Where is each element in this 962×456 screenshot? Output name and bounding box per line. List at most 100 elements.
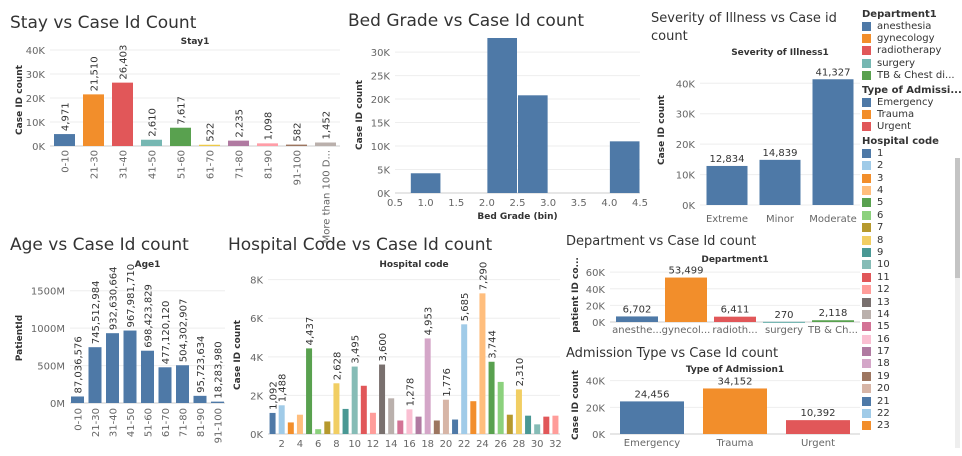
bar-hospital[interactable] bbox=[552, 415, 559, 434]
bar-age[interactable] bbox=[193, 395, 207, 403]
legend-item[interactable]: 18 bbox=[862, 358, 962, 370]
bar-bed[interactable] bbox=[518, 95, 548, 193]
bar-hospital[interactable] bbox=[424, 338, 431, 434]
bar-hospital[interactable] bbox=[278, 405, 285, 434]
bar-age[interactable] bbox=[71, 396, 84, 403]
bar-age[interactable] bbox=[88, 347, 102, 403]
legend-item[interactable]: 1 bbox=[862, 147, 962, 159]
bar-admission[interactable] bbox=[786, 420, 850, 434]
bar-stay[interactable] bbox=[286, 144, 307, 146]
legend-item[interactable]: 5 bbox=[862, 197, 962, 209]
bar-hospital[interactable] bbox=[351, 366, 358, 434]
legend-item[interactable]: 2 bbox=[862, 160, 962, 172]
legend-scrollbar[interactable] bbox=[955, 158, 960, 448]
bar-admission[interactable] bbox=[620, 401, 684, 434]
legend-item[interactable]: Urgent bbox=[862, 121, 962, 133]
legend-item[interactable]: 19 bbox=[862, 370, 962, 382]
bar-hospital[interactable] bbox=[479, 293, 486, 434]
legend-item-label: 3 bbox=[877, 172, 884, 184]
bar-age[interactable] bbox=[123, 330, 137, 403]
legend-item[interactable]: 7 bbox=[862, 221, 962, 233]
legend-item[interactable]: TB & Chest di... bbox=[862, 70, 962, 82]
bar-age[interactable] bbox=[106, 333, 119, 403]
bar-hospital[interactable] bbox=[433, 420, 440, 434]
bar-age[interactable] bbox=[211, 401, 224, 403]
bar-department[interactable] bbox=[616, 316, 658, 322]
bar-stay[interactable] bbox=[112, 82, 133, 146]
bar-hospital[interactable] bbox=[470, 401, 477, 434]
bar-department[interactable] bbox=[812, 320, 854, 322]
bar-hospital[interactable] bbox=[315, 429, 322, 434]
bar-hospital[interactable] bbox=[406, 409, 413, 434]
legend-item[interactable]: 12 bbox=[862, 283, 962, 295]
bar-hospital[interactable] bbox=[379, 364, 386, 434]
legend-item[interactable]: Emergency bbox=[862, 96, 962, 108]
legend-item[interactable]: anesthesia bbox=[862, 20, 962, 32]
bar-stay[interactable] bbox=[257, 143, 278, 146]
bar-hospital[interactable] bbox=[342, 408, 349, 434]
bar-hospital[interactable] bbox=[269, 412, 276, 434]
legend-item[interactable]: 17 bbox=[862, 345, 962, 357]
bar-stay[interactable] bbox=[228, 140, 249, 146]
bar-admission[interactable] bbox=[703, 388, 767, 434]
bar-hospital[interactable] bbox=[452, 419, 459, 434]
legend-item[interactable]: 3 bbox=[862, 172, 962, 184]
bar-hospital[interactable] bbox=[324, 421, 331, 434]
legend-item[interactable]: 6 bbox=[862, 209, 962, 221]
bar-hospital[interactable] bbox=[515, 389, 522, 434]
bar-hospital[interactable] bbox=[369, 412, 376, 434]
bar-hospital[interactable] bbox=[442, 399, 449, 434]
legend-item[interactable]: 15 bbox=[862, 321, 962, 333]
bar-department[interactable] bbox=[665, 277, 707, 322]
bar-hospital[interactable] bbox=[534, 424, 541, 434]
bar-hospital[interactable] bbox=[506, 414, 513, 434]
legend-item[interactable]: 21 bbox=[862, 395, 962, 407]
bar-age[interactable] bbox=[176, 365, 189, 403]
bar-hospital[interactable] bbox=[287, 422, 294, 434]
bar-hospital[interactable] bbox=[461, 324, 468, 434]
bar-hospital[interactable] bbox=[296, 414, 303, 434]
legend-item[interactable]: 4 bbox=[862, 184, 962, 196]
bar-stay[interactable] bbox=[170, 127, 191, 146]
bar-hospital[interactable] bbox=[415, 416, 422, 434]
bar-stay[interactable] bbox=[199, 144, 220, 146]
legend-item[interactable]: gynecology bbox=[862, 32, 962, 44]
bar-hospital[interactable] bbox=[488, 361, 495, 434]
legend-item[interactable]: 22 bbox=[862, 407, 962, 419]
bar-stay[interactable] bbox=[54, 134, 75, 146]
legend-item[interactable]: 23 bbox=[862, 420, 962, 432]
legend-item[interactable]: 13 bbox=[862, 296, 962, 308]
bar-age[interactable] bbox=[141, 350, 154, 403]
bar-hospital[interactable] bbox=[388, 398, 395, 434]
bar-bed[interactable] bbox=[609, 141, 640, 193]
legend-item[interactable]: 14 bbox=[862, 308, 962, 320]
bar-bed[interactable] bbox=[410, 173, 441, 193]
bar-hospital[interactable] bbox=[360, 385, 367, 434]
bar-bed[interactable] bbox=[487, 38, 517, 193]
bar-stay[interactable] bbox=[315, 142, 336, 146]
legend-item[interactable]: radiotherapy bbox=[862, 45, 962, 57]
legend-item[interactable]: 11 bbox=[862, 271, 962, 283]
legend-item[interactable]: 8 bbox=[862, 234, 962, 246]
legend-item[interactable]: Trauma bbox=[862, 108, 962, 120]
bar-severity[interactable] bbox=[759, 159, 801, 205]
bar-hospital[interactable] bbox=[397, 420, 404, 434]
bar-hospital[interactable] bbox=[497, 381, 504, 434]
legend-item[interactable]: 16 bbox=[862, 333, 962, 345]
bar-age[interactable] bbox=[158, 367, 172, 403]
bar-hospital[interactable] bbox=[306, 348, 313, 434]
bar-hospital[interactable] bbox=[525, 415, 532, 434]
legend-item[interactable]: 20 bbox=[862, 383, 962, 395]
legend-item[interactable]: 9 bbox=[862, 246, 962, 258]
bar-department[interactable] bbox=[763, 321, 805, 323]
bar-severity[interactable] bbox=[812, 79, 854, 205]
bar-stay[interactable] bbox=[141, 139, 162, 146]
legend-item[interactable]: surgery bbox=[862, 57, 962, 69]
bar-stay[interactable] bbox=[83, 94, 104, 146]
bar-severity[interactable] bbox=[706, 165, 748, 205]
bar-hospital[interactable] bbox=[333, 383, 340, 434]
bar-department[interactable] bbox=[714, 316, 756, 322]
bar-hospital[interactable] bbox=[543, 416, 550, 434]
legend-scrollbar-thumb[interactable] bbox=[955, 158, 960, 278]
legend-item[interactable]: 10 bbox=[862, 259, 962, 271]
